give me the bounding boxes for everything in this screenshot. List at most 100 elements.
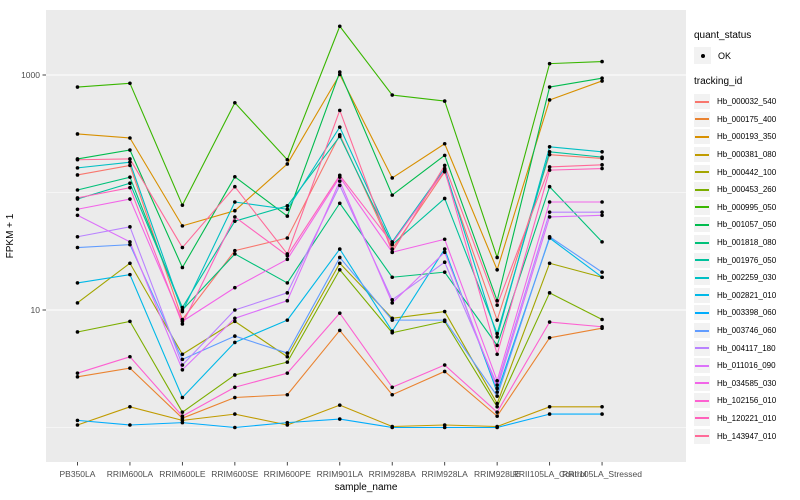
data-point <box>233 200 237 204</box>
data-point <box>285 298 290 303</box>
data-point <box>390 247 395 251</box>
legend-item-label: Hb_001057_050 <box>717 220 777 230</box>
data-point <box>128 242 132 247</box>
legend-item-label: Hb_004117_180 <box>717 343 776 353</box>
legend-item-label: Hb_001818_080 <box>717 238 777 248</box>
data-point <box>285 204 290 208</box>
data-point <box>128 272 132 277</box>
y-tick-label: 10 <box>31 305 41 315</box>
data-point <box>75 157 80 162</box>
legend-item-label: Hb_001976_050 <box>717 255 777 265</box>
data-point <box>233 340 237 345</box>
data-point <box>547 200 552 204</box>
data-point <box>337 311 342 315</box>
data-point <box>75 423 80 427</box>
legend-item: Hb_000193_350 <box>694 128 800 146</box>
data-point <box>285 291 290 295</box>
legend-item-label: Hb_002259_030 <box>717 273 777 283</box>
data-point <box>600 270 604 274</box>
data-point <box>180 309 185 314</box>
data-point <box>495 352 499 357</box>
data-point <box>285 214 290 218</box>
legend-item: Hb_003398_060 <box>694 304 800 322</box>
data-point <box>442 423 447 427</box>
data-point <box>337 108 342 113</box>
legend-item-label: Hb_120221_010 <box>717 413 777 423</box>
data-point <box>547 210 552 214</box>
data-point <box>600 59 604 64</box>
data-point <box>547 234 552 239</box>
legend-item-label: Hb_143947_010 <box>717 431 777 441</box>
data-point <box>337 72 342 77</box>
data-point <box>180 395 185 400</box>
legend-key-swatch <box>694 410 710 426</box>
x-tick-label: RRIM928LA <box>422 469 469 479</box>
legend-key-swatch <box>694 94 710 110</box>
data-point <box>442 237 447 242</box>
legend-key-swatch <box>694 323 710 339</box>
data-point <box>233 412 237 416</box>
data-point <box>390 193 395 197</box>
legend-item-ok: OK <box>694 47 800 64</box>
data-point <box>285 392 290 397</box>
data-point <box>547 85 552 89</box>
data-point <box>75 330 80 334</box>
y-tick-label: 1000 <box>21 70 40 80</box>
legend-key-line-icon <box>695 241 709 244</box>
legend-key-swatch <box>694 164 710 180</box>
data-point <box>442 425 447 430</box>
data-point <box>600 166 604 171</box>
legend: quant_status OK tracking_id Hb_000032_54… <box>694 30 800 445</box>
legend-item-label: Hb_000193_350 <box>717 132 777 142</box>
data-point <box>285 420 290 425</box>
x-tick-label: RRII105LA_Control <box>513 469 587 479</box>
data-point <box>547 152 552 157</box>
legend-key-swatch <box>694 287 710 303</box>
legend-item-label: Hb_034585_030 <box>717 378 777 388</box>
data-point <box>547 150 552 154</box>
data-point <box>128 148 132 152</box>
data-point <box>128 136 132 140</box>
data-point <box>390 250 395 255</box>
data-point <box>547 412 552 416</box>
data-point <box>547 168 552 172</box>
legend-key-swatch <box>694 305 710 321</box>
data-point <box>285 252 290 256</box>
data-point <box>547 98 552 102</box>
legend-key-line-icon <box>695 100 709 103</box>
data-point <box>180 414 185 418</box>
plot-panel <box>46 10 686 462</box>
legend-key-line-icon <box>695 206 709 209</box>
data-point <box>337 267 342 272</box>
data-point <box>285 162 290 166</box>
data-point <box>495 331 499 336</box>
data-point <box>600 240 604 244</box>
data-point <box>442 99 447 103</box>
data-point <box>285 236 290 240</box>
data-point <box>547 165 552 169</box>
data-point <box>233 319 237 324</box>
data-point <box>390 329 395 334</box>
data-point <box>442 141 447 146</box>
data-point <box>600 155 604 159</box>
data-point <box>547 261 552 266</box>
data-point <box>128 157 132 161</box>
data-point <box>442 363 447 367</box>
data-point <box>285 351 290 355</box>
legend-item-label: Hb_102156_010 <box>717 396 777 406</box>
data-point <box>75 196 80 200</box>
data-point <box>75 166 80 170</box>
data-point <box>495 401 499 406</box>
legend-key-swatch <box>694 270 710 286</box>
data-point <box>442 163 447 168</box>
x-tick-label: RRIM600LA <box>107 469 154 479</box>
data-point <box>442 153 447 158</box>
data-point <box>390 392 395 397</box>
data-point <box>337 261 342 266</box>
legend-item: Hb_011016_090 <box>694 357 800 375</box>
data-point <box>75 132 80 136</box>
data-point <box>233 285 237 290</box>
data-point <box>547 405 552 409</box>
data-point <box>390 176 395 180</box>
legend-key-line-icon <box>695 153 709 156</box>
